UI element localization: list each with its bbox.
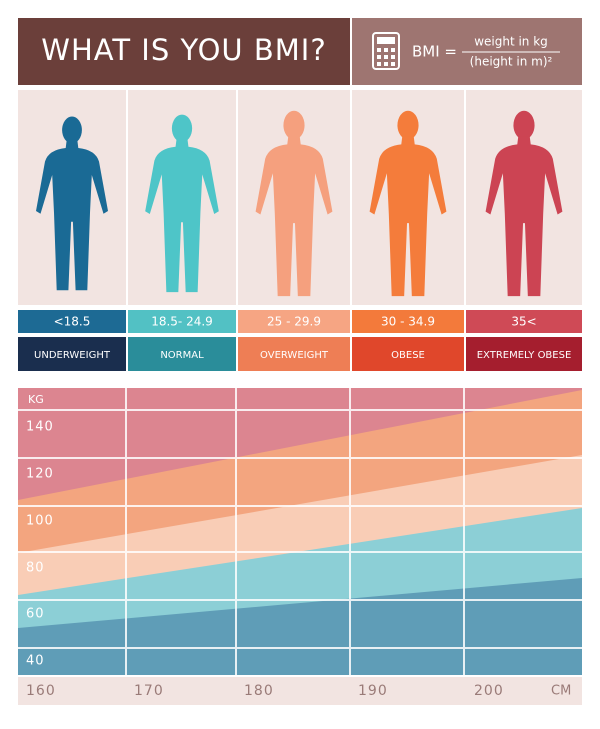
category-box: [18, 337, 126, 371]
x-label: 170: [134, 683, 164, 699]
x-axis-strip: [18, 677, 582, 705]
category-label: OVERWEIGHT: [260, 350, 329, 361]
category-label: UNDERWEIGHT: [34, 350, 111, 361]
category-box: [238, 337, 350, 371]
bmi-range: 30 - 34.9: [381, 315, 435, 329]
title: WHAT IS YOU BMI?: [41, 33, 326, 67]
category-box: [128, 337, 236, 371]
y-label: 60: [26, 607, 45, 622]
category-box: [466, 337, 582, 371]
x-unit: CM: [551, 684, 571, 699]
bmi-range: 18.5- 24.9: [151, 315, 213, 329]
band-extremely-obese: [18, 388, 582, 500]
range-box: [352, 310, 464, 333]
bmi-range: 35<: [511, 315, 536, 329]
formula-lhs: BMI =: [412, 43, 457, 61]
x-label: 160: [26, 683, 56, 699]
bmi-range: 25 - 29.9: [267, 315, 321, 329]
category-box: [352, 337, 464, 371]
y-label: 40: [26, 654, 45, 669]
y-unit: KG: [28, 393, 44, 406]
y-label: 140: [26, 420, 54, 435]
range-box: [238, 310, 350, 333]
range-box: [18, 310, 126, 333]
calculator-icon: [372, 32, 400, 70]
y-label: 120: [26, 467, 54, 482]
formula-denominator: (height in m)²: [470, 55, 553, 69]
category-label: OBESE: [391, 350, 425, 361]
title-box: [18, 18, 350, 85]
category-label: EXTREMELY OBESE: [477, 350, 572, 361]
category-label: NORMAL: [160, 350, 204, 361]
bmi-chart: [18, 388, 582, 675]
bmi-range: <18.5: [54, 315, 91, 329]
formula-numerator: weight in kg: [474, 35, 548, 49]
range-box: [466, 310, 582, 333]
y-label: 80: [26, 561, 45, 576]
x-label: 190: [358, 683, 388, 699]
range-box: [128, 310, 236, 333]
x-label: 200: [474, 683, 504, 699]
y-label: 100: [26, 514, 54, 529]
x-label: 180: [244, 683, 274, 699]
